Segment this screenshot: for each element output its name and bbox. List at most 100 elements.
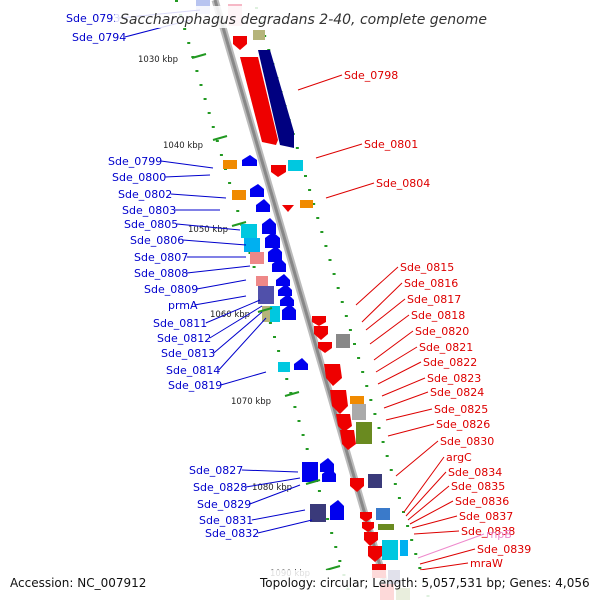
gene-label: Sde_0839 bbox=[477, 543, 531, 556]
right-gene-labels: Sde_0798 Sde_0801 Sde_0804 Sde_0815 Sde_0816… bbox=[297, 69, 531, 571]
grid-tick bbox=[183, 28, 187, 30]
left-gene-labels: Sde_0793 Sde_0794 Sde_0799 Sde_0800 Sde_0802… bbox=[66, 9, 313, 540]
gene-arrow bbox=[258, 50, 294, 148]
label-leader-line bbox=[373, 330, 414, 361]
gene-arrow bbox=[282, 205, 294, 212]
gene-arrow bbox=[278, 284, 292, 296]
label-leader-line bbox=[249, 484, 301, 505]
label-leader-line bbox=[417, 533, 485, 559]
label-leader-line bbox=[297, 74, 343, 91]
gene-block bbox=[244, 238, 260, 252]
gene-label: Sde_0806 bbox=[130, 234, 184, 247]
gene-label: Sde_0799 bbox=[108, 155, 162, 168]
gene-label: Sde_0815 bbox=[400, 261, 454, 274]
gene-arrow bbox=[265, 232, 280, 248]
gene-label: Sde_0804 bbox=[376, 177, 430, 190]
gene-block bbox=[350, 396, 364, 404]
kbp-label: 1060 kbp bbox=[210, 310, 250, 320]
gene-label: Sde_0803 bbox=[122, 204, 176, 217]
grid-tick bbox=[304, 175, 307, 177]
label-leader-line bbox=[355, 266, 399, 306]
gene-label: Sde_0809 bbox=[144, 283, 198, 296]
gene-arrow bbox=[324, 364, 342, 386]
gene-arrow bbox=[280, 294, 294, 306]
label-leader-line bbox=[381, 377, 426, 397]
label-leader-line bbox=[257, 519, 313, 534]
gene-label: Sde_0812 bbox=[157, 332, 211, 345]
label-leader-line bbox=[160, 160, 214, 169]
grid-tick bbox=[252, 266, 256, 268]
label-leader-line bbox=[365, 298, 406, 331]
gene-label: Sde_0838 bbox=[461, 525, 515, 538]
gene-block bbox=[270, 306, 280, 322]
grid-tick bbox=[312, 203, 316, 205]
gene-label: Sde_0829 bbox=[197, 498, 251, 511]
gene-arrow bbox=[330, 390, 348, 414]
label-leader-line bbox=[170, 193, 227, 199]
gene-arrow bbox=[268, 246, 282, 262]
grid-tick bbox=[203, 98, 207, 100]
gene-arrow bbox=[312, 316, 326, 326]
grid-tick bbox=[211, 126, 215, 128]
label-leader-line bbox=[182, 239, 247, 246]
gene-label: Sde_0837 bbox=[459, 510, 513, 523]
grid-tick bbox=[187, 42, 191, 44]
gene-label: Sde_0798 bbox=[344, 69, 398, 82]
gene-label: Sde_0834 bbox=[448, 466, 502, 479]
grid-tick bbox=[273, 336, 276, 338]
grid-tick bbox=[344, 315, 348, 317]
gene-label: Sde_0813 bbox=[161, 347, 215, 360]
gene-label: Sde_0802 bbox=[118, 188, 172, 201]
gene-label: Sde_0818 bbox=[411, 309, 465, 322]
gene-label: Sde_0832 bbox=[205, 527, 259, 540]
gene-block bbox=[223, 160, 237, 169]
gene-label: Sde_0831 bbox=[199, 514, 253, 527]
gene-arrow bbox=[336, 414, 352, 432]
gene-label: Sde_0820 bbox=[415, 325, 469, 338]
gene-label: Sde_0807 bbox=[134, 251, 188, 264]
grid-tick bbox=[219, 154, 223, 156]
grid-tick bbox=[320, 231, 324, 233]
gene-label: Sde_0830 bbox=[440, 435, 494, 448]
grid-tick bbox=[305, 448, 309, 450]
gene-arrow bbox=[276, 274, 290, 286]
grid-tick bbox=[373, 413, 377, 415]
gene-label: Sde_0805 bbox=[124, 218, 178, 231]
gene-arrow bbox=[272, 258, 286, 272]
gene-arrow bbox=[368, 546, 382, 562]
label-leader-line bbox=[220, 371, 267, 386]
label-leader-line bbox=[245, 477, 301, 488]
gene-label: Sde_0835 bbox=[451, 480, 505, 493]
grid-tick bbox=[326, 518, 330, 520]
gene-arrow bbox=[322, 468, 336, 482]
gene-label: Sde_0822 bbox=[423, 356, 477, 369]
label-leader-line bbox=[209, 305, 263, 339]
kbp-tick bbox=[305, 479, 321, 485]
grid-tick bbox=[381, 441, 385, 443]
label-leader-line bbox=[383, 391, 429, 409]
gene-features bbox=[196, 0, 410, 600]
gene-arrow-sde-0798 bbox=[240, 57, 278, 145]
gene-block bbox=[232, 190, 246, 200]
gene-block bbox=[278, 362, 290, 372]
kbp-label: 1080 kbp bbox=[252, 483, 292, 493]
label-leader-line bbox=[387, 423, 435, 437]
gene-block bbox=[336, 334, 350, 348]
grid-tick bbox=[330, 532, 334, 534]
gene-label: mraW bbox=[470, 557, 503, 570]
gene-block bbox=[300, 200, 313, 208]
gene-block bbox=[288, 160, 303, 171]
kbp-label: 1040 kbp bbox=[163, 141, 203, 151]
grid-tick bbox=[338, 560, 342, 562]
grid-tick bbox=[402, 511, 405, 513]
grid-tick bbox=[365, 385, 369, 387]
grid-tick bbox=[228, 182, 232, 184]
grid-tick bbox=[236, 210, 240, 212]
gene-arrow bbox=[250, 184, 264, 197]
grid-tick bbox=[301, 434, 305, 436]
grid-tick bbox=[324, 245, 328, 247]
gene-arrow bbox=[318, 342, 332, 353]
kbp-tick bbox=[212, 135, 228, 141]
